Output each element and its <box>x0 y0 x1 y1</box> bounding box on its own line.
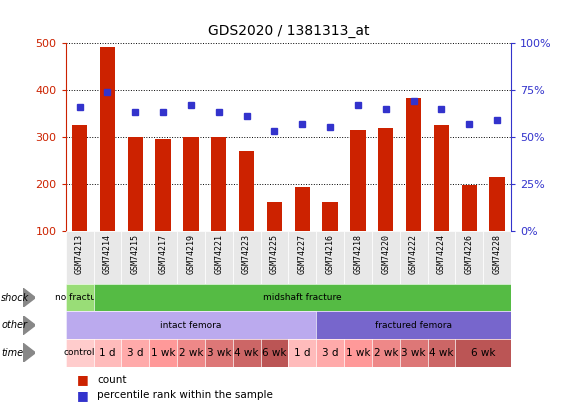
Text: GSM74216: GSM74216 <box>325 234 335 274</box>
Text: 3 d: 3 d <box>322 348 339 358</box>
Text: GSM74228: GSM74228 <box>493 234 502 274</box>
Text: 6 wk: 6 wk <box>262 348 287 358</box>
Text: 6 wk: 6 wk <box>471 348 496 358</box>
Text: 3 wk: 3 wk <box>207 348 231 358</box>
Text: GSM74223: GSM74223 <box>242 234 251 274</box>
Text: 3 d: 3 d <box>127 348 143 358</box>
Text: 3 wk: 3 wk <box>401 348 426 358</box>
Text: 1 wk: 1 wk <box>151 348 175 358</box>
Bar <box>127 137 143 231</box>
Bar <box>489 177 505 231</box>
Bar <box>155 139 171 231</box>
Text: 4 wk: 4 wk <box>234 348 259 358</box>
Text: intact femora: intact femora <box>160 321 222 330</box>
Text: midshaft fracture: midshaft fracture <box>263 293 341 302</box>
Text: GSM74213: GSM74213 <box>75 234 84 274</box>
Polygon shape <box>23 343 35 362</box>
Text: GSM74222: GSM74222 <box>409 234 418 274</box>
Bar <box>295 188 310 231</box>
Text: 2 wk: 2 wk <box>179 348 203 358</box>
Bar <box>323 202 338 231</box>
FancyBboxPatch shape <box>260 231 288 284</box>
Text: control: control <box>64 348 95 357</box>
Text: GSM74224: GSM74224 <box>437 234 446 274</box>
Text: 4 wk: 4 wk <box>429 348 454 358</box>
Text: shock: shock <box>1 293 29 303</box>
Bar <box>350 130 365 231</box>
Bar <box>378 128 393 231</box>
FancyBboxPatch shape <box>233 231 260 284</box>
FancyBboxPatch shape <box>149 231 177 284</box>
Text: fractured femora: fractured femora <box>375 321 452 330</box>
Bar <box>183 137 199 231</box>
Text: GSM74221: GSM74221 <box>214 234 223 274</box>
Bar <box>434 125 449 231</box>
Text: count: count <box>97 375 127 385</box>
Text: GSM74214: GSM74214 <box>103 234 112 274</box>
Text: ■: ■ <box>77 389 89 402</box>
Text: GSM74220: GSM74220 <box>381 234 391 274</box>
FancyBboxPatch shape <box>344 231 372 284</box>
FancyBboxPatch shape <box>428 231 456 284</box>
FancyBboxPatch shape <box>316 231 344 284</box>
FancyBboxPatch shape <box>122 231 149 284</box>
FancyBboxPatch shape <box>177 231 205 284</box>
Text: GDS2020 / 1381313_at: GDS2020 / 1381313_at <box>208 24 369 38</box>
Bar <box>267 202 282 231</box>
Text: GSM74227: GSM74227 <box>297 234 307 274</box>
Text: 1 d: 1 d <box>294 348 311 358</box>
Text: GSM74218: GSM74218 <box>353 234 363 274</box>
Text: no fracture: no fracture <box>54 293 104 302</box>
Text: 1 d: 1 d <box>99 348 116 358</box>
Text: time: time <box>1 348 23 358</box>
Text: 1 wk: 1 wk <box>345 348 370 358</box>
Text: GSM74226: GSM74226 <box>465 234 474 274</box>
FancyBboxPatch shape <box>483 231 511 284</box>
Polygon shape <box>23 288 35 307</box>
Bar <box>211 137 227 231</box>
Text: ■: ■ <box>77 373 89 386</box>
FancyBboxPatch shape <box>372 231 400 284</box>
Bar <box>461 185 477 231</box>
Text: 2 wk: 2 wk <box>373 348 398 358</box>
Text: GSM74215: GSM74215 <box>131 234 140 274</box>
FancyBboxPatch shape <box>456 231 483 284</box>
Bar <box>406 98 421 231</box>
FancyBboxPatch shape <box>400 231 428 284</box>
Text: other: other <box>1 320 27 330</box>
FancyBboxPatch shape <box>205 231 233 284</box>
Text: GSM74217: GSM74217 <box>159 234 168 274</box>
Bar <box>72 125 87 231</box>
Polygon shape <box>23 315 35 335</box>
Bar <box>100 47 115 231</box>
Text: GSM74225: GSM74225 <box>270 234 279 274</box>
Text: percentile rank within the sample: percentile rank within the sample <box>97 390 273 401</box>
FancyBboxPatch shape <box>94 231 122 284</box>
Text: GSM74219: GSM74219 <box>186 234 195 274</box>
Bar <box>239 151 254 231</box>
FancyBboxPatch shape <box>288 231 316 284</box>
FancyBboxPatch shape <box>66 231 94 284</box>
